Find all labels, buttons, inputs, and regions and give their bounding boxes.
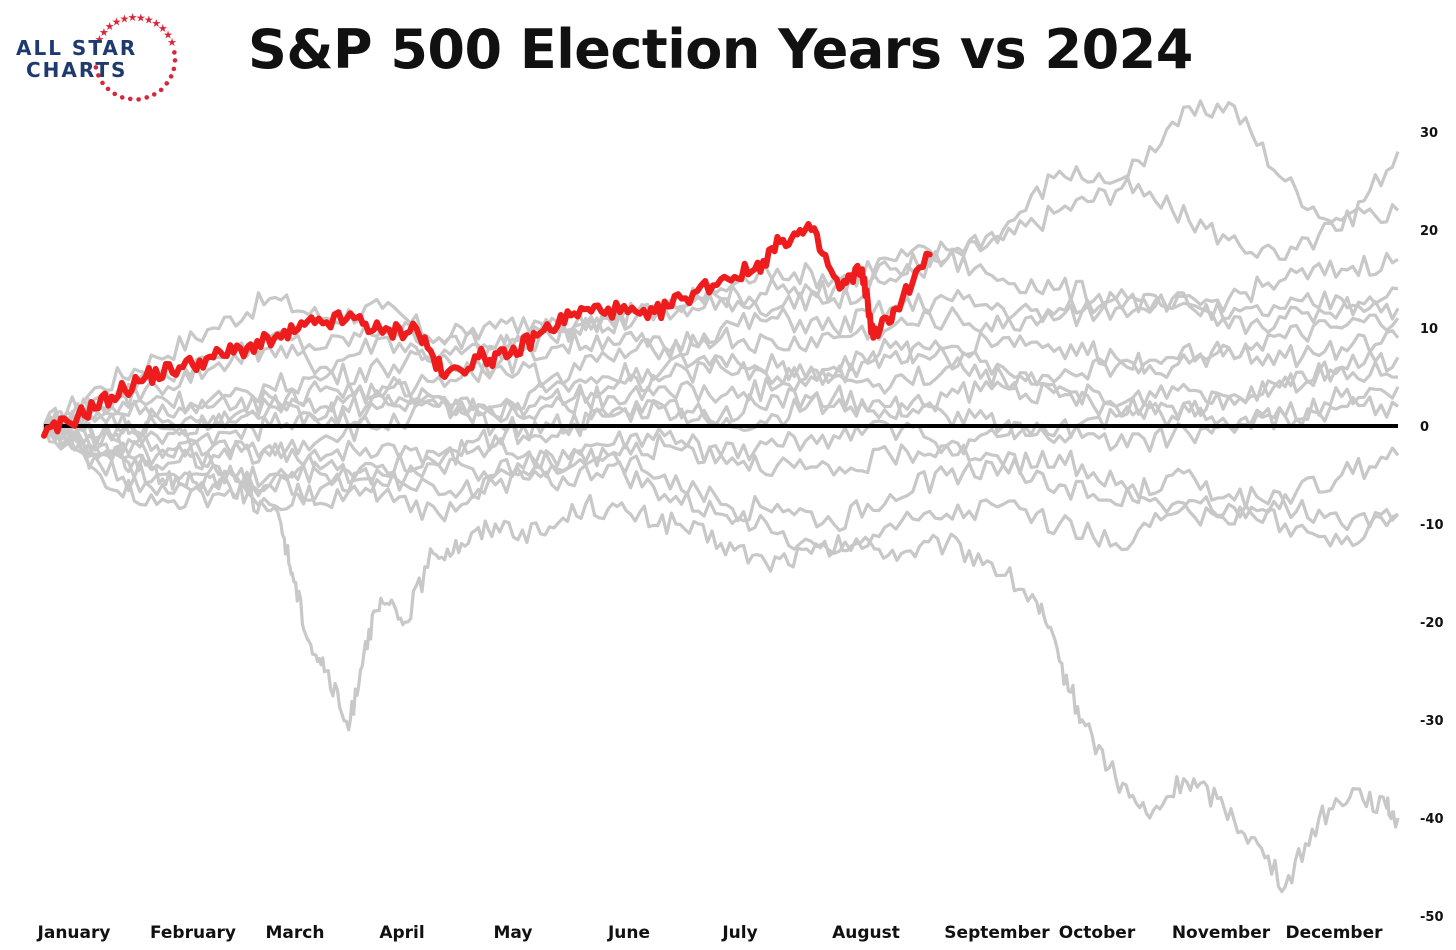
x-tick-label-month: March [266, 923, 325, 943]
x-tick-label-month: May [494, 923, 533, 943]
logo-star-icon: ★ [158, 22, 168, 35]
historical-series-line-11 [42, 425, 1400, 532]
y-tick-label: 20 [1420, 224, 1438, 239]
logo-dot-icon: ● [158, 86, 163, 93]
logo-dot-icon: ● [105, 86, 110, 93]
logo-dot-icon: ● [128, 96, 133, 103]
historical-series-line-6 [42, 313, 1400, 436]
logo-dot-icon: ● [100, 79, 105, 86]
logo-dot-icon: ● [93, 64, 98, 71]
chart-title: S&P 500 Election Years vs 2024 [248, 18, 1193, 81]
logo-dot-icon: ● [168, 73, 173, 80]
x-tick-label-month: August [832, 923, 900, 943]
logo-dot-icon: ● [96, 72, 101, 79]
y-tick-label: -30 [1420, 714, 1444, 729]
logo-dot-icon: ● [144, 94, 149, 101]
x-tick-label-month: September [944, 923, 1050, 943]
logo-dot-icon: ● [112, 91, 117, 98]
y-tick-label: -20 [1420, 616, 1444, 631]
y-tick-label: -10 [1420, 518, 1444, 533]
x-tick-label-month: November [1172, 923, 1271, 943]
logo-star-icon: ★ [99, 26, 109, 39]
historical-series-line-1 [42, 99, 1400, 427]
logo-star-icon: ★ [128, 11, 138, 24]
x-tick-label-month: July [721, 923, 757, 943]
logo-dot-icon: ● [171, 65, 176, 72]
y-tick-label: 10 [1420, 322, 1438, 337]
historical-series-line-14 [42, 349, 1400, 465]
logo-text-line1: ALL STAR [16, 36, 138, 60]
highlight-series-layer [41, 221, 933, 439]
historical-series-line-13 [43, 421, 1399, 555]
x-tick-label-month: February [150, 923, 236, 943]
logo-stars-icon: ★★★★★★★★★★★★●●●●●●●●●●●●●●●● [93, 11, 177, 103]
logo-star-icon: ★ [167, 36, 177, 49]
historical-series-layer [42, 99, 1400, 894]
highlight-series-line-2024 [41, 221, 933, 439]
logo-star-icon: ★ [151, 17, 161, 30]
y-axis-ticks: 30 20 10 0 -10 -20 -30 -40 -50 [1420, 126, 1444, 925]
logo-star-ring: ★★★★★★★★★★★★●●●●●●●●●●●●●●●● [93, 11, 177, 103]
logo-dot-icon: ● [152, 91, 157, 98]
x-axis-ticks: January February March April May June July Augu… [37, 923, 1384, 943]
y-tick-label: -40 [1420, 812, 1444, 827]
logo-star-icon: ★ [136, 11, 146, 24]
x-tick-label-month: June [607, 923, 650, 943]
historical-series-line-4 [43, 289, 1400, 436]
x-tick-label-month: October [1059, 923, 1136, 943]
x-tick-label-month: April [379, 923, 424, 943]
all-star-charts-logo: ★ ★ ★ ★ ★ ★ ★ ★ ★ ★ ★ ★ ● ● ● ● ● ● ● ● ● ● ● ● ● ● ● ● ALL STAR CH… [10, 8, 190, 103]
logo-star-icon: ★ [144, 14, 154, 27]
logo-star-icon: ★ [112, 16, 122, 29]
logo-dot-icon: ● [120, 94, 125, 101]
logo-dot-icon: ● [172, 57, 177, 64]
logo-star-icon: ★ [119, 12, 129, 25]
logo-dot-icon: ● [172, 49, 177, 56]
y-tick-label: 30 [1420, 126, 1438, 141]
logo-star-icon: ★ [105, 20, 115, 33]
logo-star-icon: ★ [163, 29, 173, 42]
historical-series-line-12 [42, 423, 1400, 533]
logo-dot-icon: ● [164, 80, 169, 87]
historical-series-line-8 [43, 356, 1399, 446]
y-tick-label: 0 [1420, 420, 1429, 435]
logo-text-line2: CHARTS [26, 58, 128, 82]
logo-star-icon: ★ [94, 33, 104, 46]
x-tick-label-month: January [37, 923, 111, 943]
historical-series-line-15 [42, 423, 1400, 894]
y-tick-label: -50 [1420, 910, 1444, 925]
logo-dot-icon: ● [136, 96, 141, 103]
x-tick-label-month: December [1285, 923, 1383, 943]
